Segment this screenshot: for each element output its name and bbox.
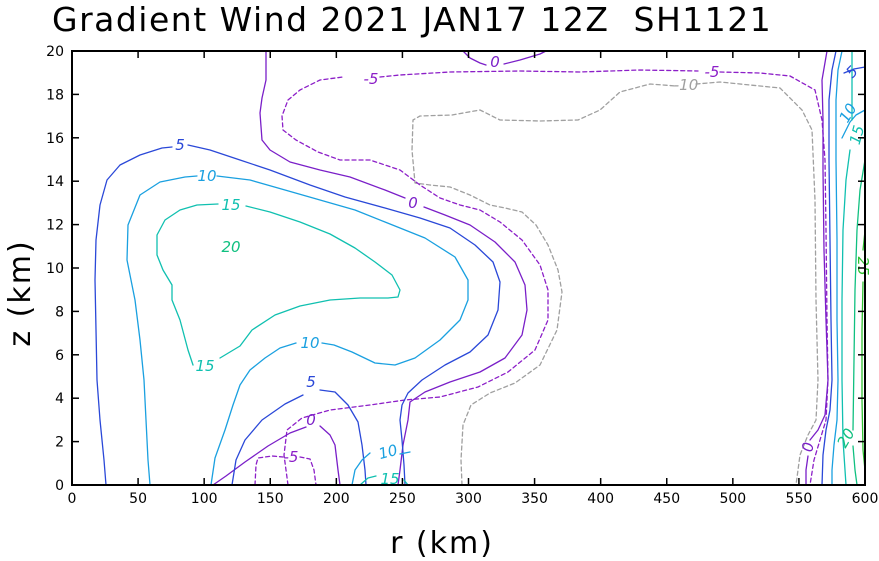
x-axis: 0 50 100 150 200 250 300 350 400 450 500 550 600 <box>68 51 879 507</box>
y-tick-label: 18 <box>46 87 64 103</box>
contour-label: 25 <box>854 256 872 275</box>
y-tick-label: 4 <box>55 391 64 407</box>
contour-label: 15 <box>195 357 214 375</box>
contour-label: 0 <box>306 411 316 429</box>
x-tick-label: 100 <box>191 491 218 507</box>
contour-label: -5 <box>705 63 720 81</box>
y-axis-title: z (km) <box>3 239 38 346</box>
contour-line-15 <box>359 475 377 486</box>
contour-label: 20 <box>221 238 240 256</box>
contour-label: 0 <box>490 53 500 71</box>
contour-label: 5 <box>306 373 316 391</box>
contour-line-neg10 <box>411 83 677 486</box>
contour-line-0 <box>805 455 809 486</box>
x-tick-label: 350 <box>521 491 548 507</box>
y-tick-label: 10 <box>46 261 64 277</box>
contour-line-20 <box>852 159 866 431</box>
contour-label: 15 <box>221 196 240 214</box>
contour-line-neg10 <box>695 81 819 486</box>
contour-line-10 <box>831 50 843 486</box>
x-tick-label: 500 <box>719 491 746 507</box>
contour-line-5 <box>94 146 173 486</box>
contour-line-5 <box>843 66 866 74</box>
contour-line-0 <box>397 206 528 486</box>
plot-frame <box>71 50 866 486</box>
y-tick-label: 12 <box>46 218 64 234</box>
x-tick-label: 50 <box>129 491 147 507</box>
x-tick-label: 200 <box>323 491 350 507</box>
contour-label: 15 <box>846 123 868 146</box>
contour-line-10 <box>841 109 866 139</box>
y-tick-label: 0 <box>55 478 64 494</box>
y-tick-label: 16 <box>46 131 64 147</box>
contour-label: 10 <box>197 167 216 185</box>
contour-line-10 <box>126 175 198 486</box>
x-tick-label: 150 <box>257 491 284 507</box>
x-tick-label: 450 <box>653 491 680 507</box>
contour-label: 10 <box>376 441 399 463</box>
y-axis: 0 2 4 6 8 10 12 14 16 18 20 <box>46 44 865 494</box>
contour-lines <box>94 50 866 486</box>
x-tick-label: 400 <box>587 491 614 507</box>
contour-label: 10 <box>300 334 319 352</box>
contour-label: 0 <box>408 194 418 212</box>
contour-label: 0 <box>798 441 817 454</box>
contour-line-0 <box>462 50 487 66</box>
contour-line-15 <box>219 205 401 359</box>
contour-label: 20 <box>833 425 858 451</box>
contour-line-0 <box>319 425 341 486</box>
contour-label: -10 <box>674 76 699 94</box>
contour-line-neg5 <box>254 455 284 486</box>
contour-line-5 <box>319 389 367 486</box>
contour-line-neg5 <box>719 71 829 486</box>
y-tick-label: 6 <box>55 348 64 364</box>
contour-line-15 <box>841 149 851 486</box>
contour-line-neg5 <box>379 69 699 78</box>
contour-line-5 <box>187 144 501 486</box>
contour-line-0 <box>809 50 829 441</box>
x-tick-label: 0 <box>68 491 77 507</box>
x-tick-label: 600 <box>852 491 879 507</box>
contour-line-0 <box>212 426 307 486</box>
contour-line-5 <box>231 394 304 486</box>
x-tick-label: 300 <box>455 491 482 507</box>
x-axis-title: r (km) <box>390 526 494 561</box>
contour-label: -5 <box>284 448 299 466</box>
contour-label: 10 <box>835 100 860 126</box>
contour-line-10 <box>216 175 469 366</box>
y-tick-label: 20 <box>46 44 64 60</box>
y-tick-label: 8 <box>55 304 64 320</box>
contour-line-10 <box>351 452 371 486</box>
chart-title: Gradient Wind 2021 JAN17 12Z SH1121 <box>52 0 773 39</box>
contour-line-20 <box>852 445 858 486</box>
x-tick-label: 550 <box>786 491 813 507</box>
y-tick-label: 14 <box>46 174 64 190</box>
contour-line-10 <box>399 451 411 455</box>
y-tick-label: 2 <box>55 435 64 451</box>
contour-line-0 <box>503 50 547 65</box>
contour-label: -5 <box>364 70 379 88</box>
contour-line-15 <box>156 203 219 366</box>
contour-line-10 <box>210 342 297 486</box>
x-tick-label: 250 <box>389 491 416 507</box>
contour-label: 5 <box>175 136 185 154</box>
contour-line-neg5 <box>281 76 549 486</box>
contour-line-25 <box>861 281 866 471</box>
contour-line-neg5 <box>299 456 317 486</box>
contour-label: 15 <box>380 470 399 488</box>
contour-line-0 <box>259 50 406 199</box>
contour-line-5 <box>821 50 837 486</box>
